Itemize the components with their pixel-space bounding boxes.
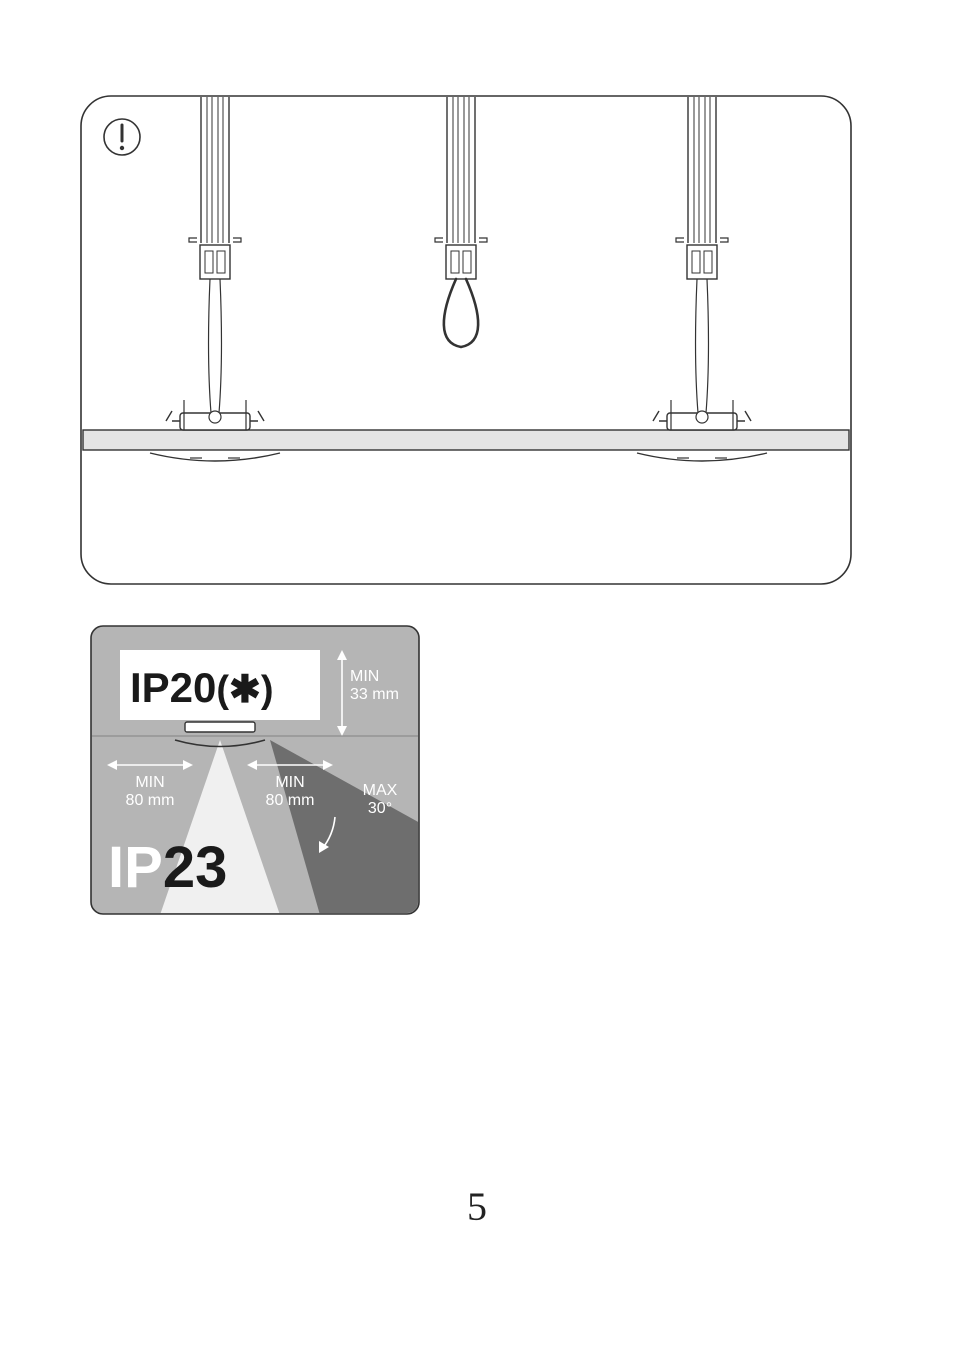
ip-rating-diagram: IP20(✱) MIN 33 mm MI	[90, 625, 420, 915]
wiring-diagram	[80, 95, 852, 585]
ip20-label: IP20(✱)	[130, 664, 274, 711]
max-angle-line2: 30°	[368, 800, 392, 817]
min-left-line1: MIN	[135, 774, 164, 791]
min-left-line2: 80 mm	[126, 792, 175, 809]
page: IP20(✱) MIN 33 mm MI	[0, 0, 954, 1350]
min-right-line1: MIN	[275, 774, 304, 791]
ip23-label: IP23	[108, 835, 227, 900]
min-height-line1: MIN	[350, 668, 379, 685]
min-height-line2: 33 mm	[350, 686, 399, 703]
page-number: 5	[0, 1183, 954, 1230]
max-angle-line1: MAX	[363, 782, 398, 799]
min-right-line2: 80 mm	[266, 792, 315, 809]
